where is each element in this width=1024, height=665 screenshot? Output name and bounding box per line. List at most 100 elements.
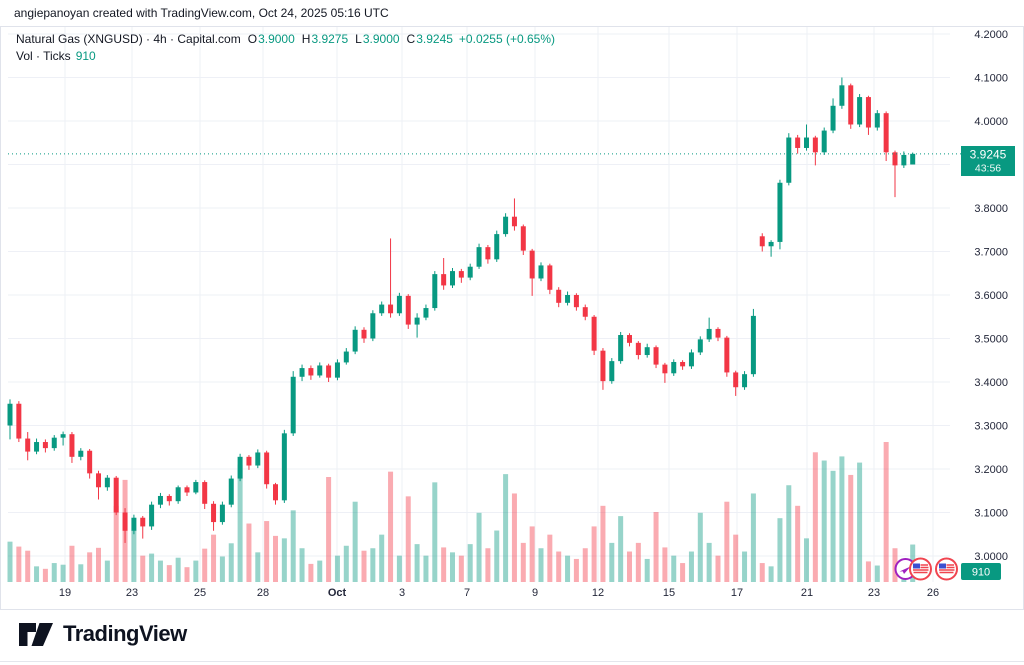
candle-body	[131, 517, 137, 531]
candle-body	[405, 295, 411, 325]
volume-bar	[317, 560, 323, 582]
volume-bar	[131, 530, 137, 582]
event-icon-us-flag-2[interactable]	[935, 557, 958, 581]
candle-body	[343, 351, 349, 363]
candle-body	[104, 477, 110, 488]
volume-bar	[211, 534, 217, 582]
price-axis-label[interactable]: 3.2000	[974, 464, 1008, 476]
volume-bar	[618, 516, 624, 582]
price-axis-label[interactable]: 4.2000	[974, 29, 1008, 41]
candle-body	[538, 265, 544, 279]
symbol-legend[interactable]: Natural Gas (XNGUSD) · 4h · Capital.com O…	[16, 32, 555, 46]
volume-bar	[865, 561, 871, 582]
candle-body	[7, 403, 13, 426]
time-axis-label[interactable]: 25	[194, 587, 206, 599]
volume-bar	[804, 538, 809, 582]
price-chart[interactable]: 4.2000 4.1000 4.0000 3.9000 3.8000 3.7000 3.60…	[0, 26, 1024, 610]
price-axis-label[interactable]: 4.1000	[974, 73, 1008, 85]
candle-body	[87, 450, 93, 474]
candle-body	[706, 328, 712, 340]
volume-bar	[273, 535, 278, 582]
volume-legend-label: Vol · Ticks	[16, 49, 71, 63]
candle-body	[724, 337, 730, 373]
ohlc-low-value: 3.9000	[362, 32, 400, 46]
volume-bar	[343, 545, 349, 582]
volume-bar	[600, 505, 606, 582]
symbol-title[interactable]: Natural Gas (XNGUSD) · 4h · Capital.com	[16, 32, 241, 46]
volume-bar	[759, 563, 765, 582]
time-axis-label[interactable]: 23	[126, 587, 138, 599]
volume-bar	[51, 563, 57, 582]
candle-body	[299, 368, 305, 377]
candle-body	[865, 97, 871, 128]
volume-bar	[565, 555, 571, 582]
volume-bar	[184, 567, 190, 582]
time-axis-label[interactable]: 19	[59, 587, 71, 599]
volume-bar	[848, 474, 854, 582]
time-axis-label[interactable]: 9	[532, 587, 538, 599]
time-axis-label[interactable]: Oct	[328, 587, 347, 599]
volume-bar	[140, 555, 146, 582]
volume-bar	[680, 563, 686, 582]
footer[interactable]: TradingView	[18, 616, 187, 652]
price-axis-label[interactable]: 3.7000	[974, 247, 1008, 259]
volume-bar	[326, 477, 332, 582]
volume-bar	[255, 552, 261, 582]
volume-bar	[193, 560, 199, 582]
candle-body	[60, 434, 66, 438]
time-axis-label[interactable]: 3	[399, 587, 405, 599]
tradingview-brand-text: TradingView	[63, 621, 187, 646]
volume-bar	[750, 493, 756, 582]
volume-bar	[290, 510, 296, 582]
volume-bar	[414, 544, 420, 582]
last-price-badge[interactable]: 3.9245 43:56	[961, 146, 1015, 176]
time-axis-label[interactable]: 26	[927, 587, 939, 599]
candle-body	[264, 452, 270, 485]
candle-body	[16, 403, 22, 439]
volume-bar	[476, 512, 482, 582]
event-icon-us-flag-1[interactable]	[909, 557, 932, 581]
candle-body	[662, 364, 668, 374]
price-axis-label[interactable]: 3.0000	[974, 551, 1008, 563]
volume-bar	[423, 555, 429, 582]
price-axis-label[interactable]: 4.0000	[974, 116, 1008, 128]
volume-bar	[591, 526, 597, 582]
time-axis-label[interactable]: 23	[868, 587, 880, 599]
price-axis-label[interactable]: 3.1000	[974, 508, 1008, 520]
volume-bar	[547, 534, 553, 582]
candle-body	[166, 495, 172, 502]
attribution-text: angiepanoyan created with TradingView.co…	[14, 6, 389, 20]
candle-body	[901, 154, 907, 166]
time-axis-label[interactable]: 17	[731, 587, 743, 599]
price-axis-label[interactable]: 3.3000	[974, 421, 1008, 433]
candle-body	[211, 503, 217, 523]
candle-body	[149, 504, 155, 527]
volume-bar	[821, 460, 827, 582]
ohlc-open-value: 3.9000	[258, 32, 295, 46]
price-axis-label[interactable]: 3.4000	[974, 377, 1008, 389]
candle-body	[113, 477, 119, 513]
time-axis-label[interactable]: 21	[801, 587, 813, 599]
price-axis-label[interactable]: 3.5000	[974, 334, 1008, 346]
volume-legend[interactable]: Vol · Ticks 910	[16, 49, 96, 63]
candle-body	[768, 241, 774, 247]
time-axis-label[interactable]: 15	[663, 587, 675, 599]
volume-bar	[786, 485, 792, 582]
candle-body	[193, 482, 199, 493]
volume-bar	[688, 551, 694, 582]
volume-bar	[450, 552, 455, 582]
time-axis-label[interactable]: 12	[592, 587, 604, 599]
volume-bar	[892, 548, 898, 582]
volume-bar	[388, 471, 394, 582]
volume-bar	[237, 464, 243, 582]
time-axis-label[interactable]: 28	[257, 587, 269, 599]
price-axis-label[interactable]: 3.8000	[974, 203, 1008, 215]
volume-bar	[202, 548, 208, 582]
time-axis-label[interactable]: 7	[464, 587, 470, 599]
price-axis-label[interactable]: 3.6000	[974, 290, 1008, 302]
volume-bar	[494, 530, 500, 582]
candle-body	[414, 317, 420, 325]
candle-body	[379, 304, 385, 314]
event-icons[interactable]	[894, 557, 958, 581]
candle-body	[874, 113, 880, 128]
